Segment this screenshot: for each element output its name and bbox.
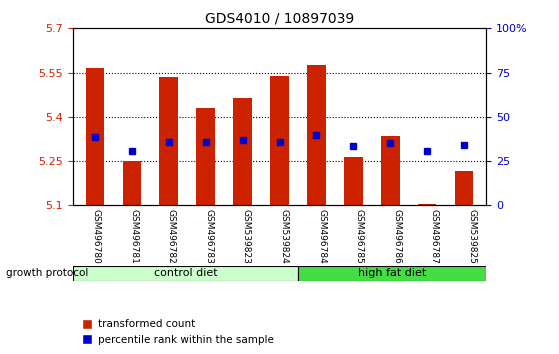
Bar bbox=[381, 136, 400, 205]
Bar bbox=[455, 171, 473, 205]
Text: GSM496781: GSM496781 bbox=[129, 209, 138, 264]
Text: GSM496784: GSM496784 bbox=[317, 209, 326, 264]
Text: GSM496783: GSM496783 bbox=[204, 209, 214, 264]
Text: GSM539823: GSM539823 bbox=[242, 209, 251, 264]
FancyBboxPatch shape bbox=[299, 266, 486, 281]
Bar bbox=[122, 161, 141, 205]
Text: growth protocol: growth protocol bbox=[6, 268, 88, 278]
Text: high fat diet: high fat diet bbox=[358, 268, 427, 279]
Text: GSM496786: GSM496786 bbox=[392, 209, 401, 264]
Text: GSM496780: GSM496780 bbox=[92, 209, 101, 264]
Bar bbox=[307, 65, 326, 205]
FancyBboxPatch shape bbox=[73, 266, 299, 281]
Text: control diet: control diet bbox=[154, 268, 217, 279]
Bar bbox=[344, 156, 363, 205]
Bar bbox=[196, 108, 215, 205]
Bar bbox=[270, 75, 289, 205]
Text: GSM496787: GSM496787 bbox=[430, 209, 439, 264]
Text: GSM496785: GSM496785 bbox=[355, 209, 364, 264]
Title: GDS4010 / 10897039: GDS4010 / 10897039 bbox=[205, 12, 354, 26]
Text: GSM496782: GSM496782 bbox=[167, 209, 176, 264]
Text: GSM539824: GSM539824 bbox=[280, 209, 288, 264]
Bar bbox=[159, 77, 178, 205]
Bar bbox=[86, 68, 104, 205]
Bar bbox=[233, 98, 252, 205]
Bar bbox=[418, 204, 437, 205]
Legend: transformed count, percentile rank within the sample: transformed count, percentile rank withi… bbox=[78, 315, 278, 349]
Text: GSM539825: GSM539825 bbox=[467, 209, 476, 264]
